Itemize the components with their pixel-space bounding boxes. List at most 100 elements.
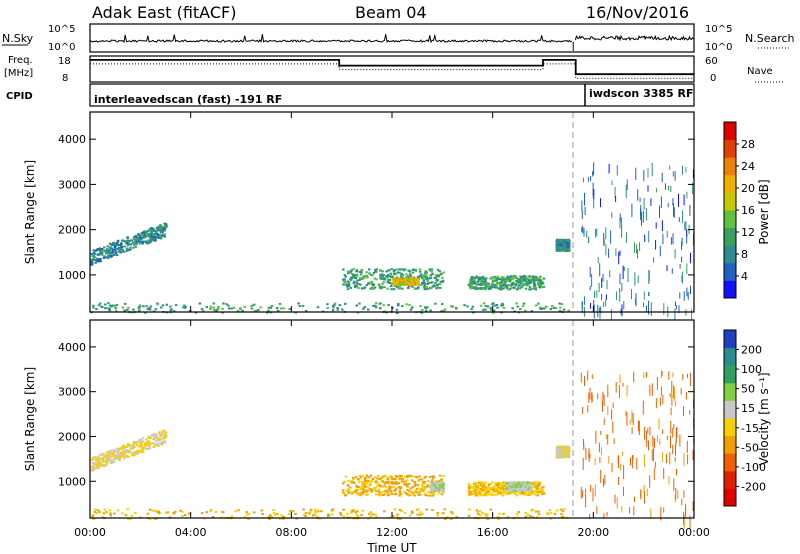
colorbar-tick-label: 16 [741, 204, 755, 217]
echo-cell [413, 494, 416, 497]
power-colorbar-label: Power [dB] [757, 179, 771, 244]
echo-cell [114, 245, 117, 248]
echo-cell [655, 222, 657, 229]
echo-cell [661, 452, 663, 463]
echo-cell [440, 310, 443, 313]
echo-cell [316, 515, 319, 518]
echo-cell [124, 302, 127, 305]
y-tick-label: 3000 [58, 386, 86, 399]
echo-cell [496, 487, 499, 490]
echo-cell [374, 489, 378, 492]
echo-cell [510, 488, 513, 491]
echo-cell [146, 441, 149, 444]
echo-cell [356, 515, 359, 517]
echo-cell [127, 249, 130, 252]
echo-cell [534, 286, 538, 289]
echo-cell [509, 490, 512, 493]
echo-cell [101, 460, 104, 463]
echo-cell [107, 254, 111, 257]
y-tick-label: 2000 [58, 224, 86, 237]
echo-cell [200, 308, 204, 311]
echo-cell [527, 283, 530, 286]
echo-cell [160, 437, 164, 440]
echo-cell [653, 257, 655, 263]
echo-cell [454, 306, 458, 309]
echo-cell [598, 442, 600, 453]
echo-cell [687, 292, 689, 300]
echo-cell [509, 275, 513, 278]
echo-cell [608, 248, 610, 258]
echo-cell [134, 236, 137, 239]
echo-cell [377, 488, 381, 491]
echo-cell [491, 279, 495, 282]
echo-cell [600, 306, 602, 314]
echo-cell [531, 491, 535, 494]
echo-cell [600, 469, 602, 483]
echo-cell [383, 510, 386, 513]
echo-cell [431, 273, 434, 275]
echo-cell [636, 457, 638, 470]
echo-cell [476, 287, 480, 290]
echo-cell [496, 275, 499, 278]
echo-cell [596, 290, 598, 298]
echo-cell [484, 492, 488, 495]
echo-cell [116, 509, 120, 512]
echo-cell [358, 480, 361, 483]
echo-region-0 [90, 429, 168, 472]
colorbar-swatch [724, 122, 736, 141]
echo-cell [421, 282, 425, 285]
echo-cell [642, 210, 644, 223]
echo-cell [619, 288, 621, 294]
echo-cell [398, 287, 402, 290]
echo-cell [148, 441, 151, 444]
echo-cell [370, 490, 374, 493]
echo-cell [623, 465, 625, 480]
echo-cell [343, 480, 346, 483]
echo-cell [492, 311, 495, 314]
echo-cell [407, 482, 411, 485]
echo-cell [514, 275, 517, 278]
echo-cell [394, 489, 397, 492]
echo-cell [619, 217, 621, 229]
echo-cell [346, 288, 350, 291]
echo-cell [348, 489, 351, 492]
cpid-segment-0: interleavedscan (fast) -191 RF [94, 93, 282, 106]
echo-cell [96, 260, 99, 263]
echo-cell [469, 279, 472, 282]
echo-cell [205, 306, 209, 308]
echo-cell [612, 421, 614, 434]
echo-cell [159, 234, 162, 237]
echo-cell [405, 484, 409, 487]
echo-cell [610, 230, 612, 244]
echo-cell [623, 266, 625, 271]
echo-cell [403, 277, 407, 280]
echo-cell [276, 309, 280, 312]
echo-cell [588, 392, 590, 404]
echo-cell [403, 483, 406, 486]
echo-cell [501, 494, 505, 497]
echo-cell [656, 435, 658, 443]
echo-cell [347, 283, 351, 286]
echo-cell [402, 274, 405, 276]
echo-cell [164, 226, 167, 229]
echo-cell [342, 283, 345, 286]
echo-cell [91, 467, 95, 470]
echo-cell [422, 279, 425, 282]
echo-cell [126, 308, 129, 311]
echo-cell [681, 241, 683, 251]
echo-cell [359, 273, 363, 276]
echo-cell [493, 284, 497, 286]
echo-cell [435, 484, 439, 487]
echo-cell [426, 494, 429, 497]
echo-cell [108, 308, 111, 310]
echo-cell [345, 284, 349, 287]
echo-cell [475, 275, 479, 278]
echo-cell [380, 273, 384, 276]
echo-cell [634, 496, 635, 502]
echo-cell [144, 442, 148, 445]
echo-cell [407, 275, 410, 278]
echo-cell [470, 308, 473, 311]
colorbar-swatch [724, 157, 736, 176]
echo-cell [477, 276, 481, 279]
echo-cell [508, 491, 512, 494]
